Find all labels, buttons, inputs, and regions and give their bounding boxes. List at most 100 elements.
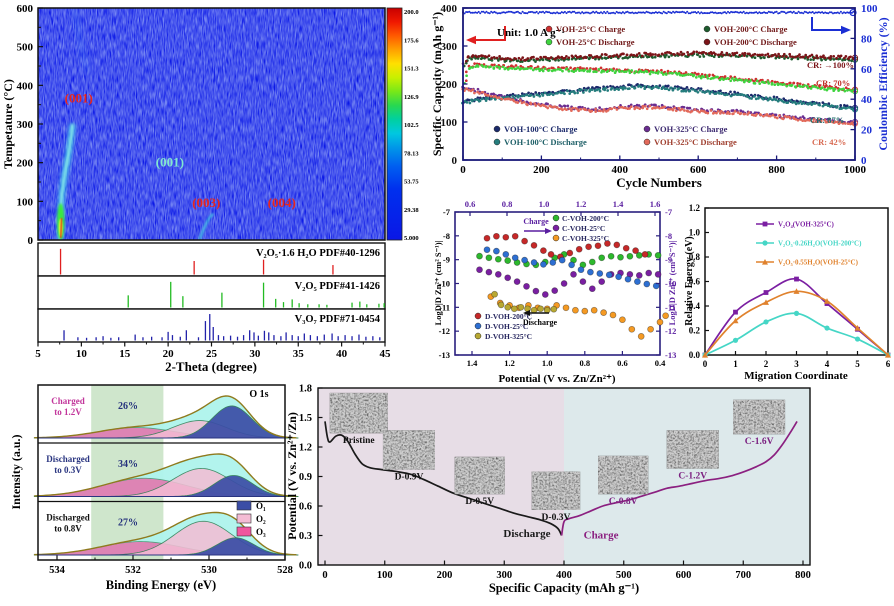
data-dot (501, 65, 505, 69)
data-dot (714, 92, 718, 95)
data-dot (824, 84, 828, 88)
legend-label: V₂O₅·0.26H₂O(VOH-200°C) (778, 240, 862, 248)
data-dot (838, 87, 842, 91)
ce-dot (810, 11, 813, 14)
ce-dot (531, 10, 533, 13)
discharge-direction-label: Discharge (523, 318, 558, 327)
data-dot (578, 66, 582, 69)
diffusion-dot (558, 256, 566, 264)
data-dot (689, 73, 693, 76)
ce-dot (681, 10, 684, 13)
data-dot (591, 86, 594, 89)
data-dot (849, 55, 852, 59)
legend-label: VOH-100°C Charge (504, 124, 578, 134)
y-tick-label: 1.2 (299, 443, 312, 454)
data-dot (694, 89, 698, 93)
legend-label: D-VOH-200°C (485, 312, 532, 321)
data-dot (814, 85, 817, 89)
data-dot (490, 56, 494, 60)
data-dot (634, 70, 638, 73)
circle-marker (763, 319, 769, 325)
diffusion-dot (643, 280, 651, 288)
ce-dot (852, 10, 855, 13)
ce-dot (523, 12, 526, 14)
data-dot (476, 65, 480, 68)
ce-dot (770, 11, 773, 14)
ce-dot (763, 11, 766, 14)
triangle-marker (854, 325, 861, 331)
diffusion-dot (654, 252, 662, 259)
data-dot (464, 79, 468, 83)
ce-dot (570, 11, 573, 14)
legend-marker (493, 125, 501, 133)
diffusion-dot (647, 325, 654, 333)
ce-dot (585, 11, 588, 14)
data-dot (557, 56, 561, 59)
ce-dot (661, 12, 664, 15)
y-left-tick-label: 100 (441, 117, 458, 129)
data-dot (692, 73, 696, 77)
ce-dot (549, 12, 552, 15)
y-right-tick-label: 60 (861, 64, 873, 76)
data-dot (704, 52, 708, 55)
data-dot (812, 118, 816, 121)
x-tick-label: 10 (76, 348, 88, 360)
data-dot (615, 108, 619, 111)
ce-dot (753, 11, 756, 14)
y-tick-label: 0.6 (689, 277, 701, 287)
data-dot (839, 121, 843, 124)
ce-dot (836, 11, 839, 14)
data-dot (687, 53, 690, 57)
legend-label: V₂O₄(VOH-325°C) (778, 221, 835, 229)
data-dot (826, 120, 829, 124)
data-dot (549, 105, 553, 109)
ce-dot (554, 12, 557, 15)
ce-dot (542, 10, 544, 13)
data-dot (828, 87, 832, 90)
data-dot (832, 58, 836, 61)
ce-dot (625, 11, 628, 14)
data-dot (782, 100, 786, 104)
data-dot (734, 55, 738, 58)
data-dot (583, 68, 587, 72)
data-dot (749, 54, 753, 58)
data-dot (549, 56, 553, 59)
data-dot (728, 53, 732, 57)
data-dot (519, 99, 522, 102)
data-dot (651, 56, 654, 59)
data-dot (503, 97, 507, 101)
data-dot (465, 87, 468, 90)
ce-dot (756, 12, 759, 15)
data-dot (589, 54, 593, 57)
sem-inset-label: Pristine (343, 436, 375, 446)
data-dot (846, 89, 849, 92)
ce-dot (639, 11, 642, 14)
data-dot (722, 111, 725, 115)
y-left-tick-label: -13 (439, 350, 450, 360)
ce-dot (502, 11, 505, 14)
ce-dot (504, 11, 507, 14)
data-dot (674, 109, 678, 113)
x-tick-label: 30 (249, 348, 261, 360)
ce-dot (808, 11, 811, 14)
data-dot (504, 66, 507, 70)
data-dot (661, 73, 665, 76)
data-dot (716, 53, 720, 57)
data-dot (547, 68, 551, 72)
ce-dot (712, 11, 715, 14)
data-dot (596, 55, 600, 59)
xrd-bottom-streak (198, 212, 215, 240)
data-dot (645, 70, 649, 74)
data-dot (588, 56, 592, 60)
data-dot (749, 79, 752, 82)
diffusion-dot (568, 261, 575, 269)
legend-label: O₁ (256, 501, 266, 511)
x-top-tick-label: 0.8 (502, 199, 513, 209)
data-dot (618, 70, 621, 73)
data-dot (767, 82, 771, 85)
xps-y-axis-title: Intensity (a.u.) (9, 434, 23, 509)
data-dot (525, 93, 528, 97)
y-tick-label: 1.8 (299, 384, 312, 395)
x-top-tick-label: 1.2 (576, 199, 587, 209)
data-dot (823, 118, 827, 122)
